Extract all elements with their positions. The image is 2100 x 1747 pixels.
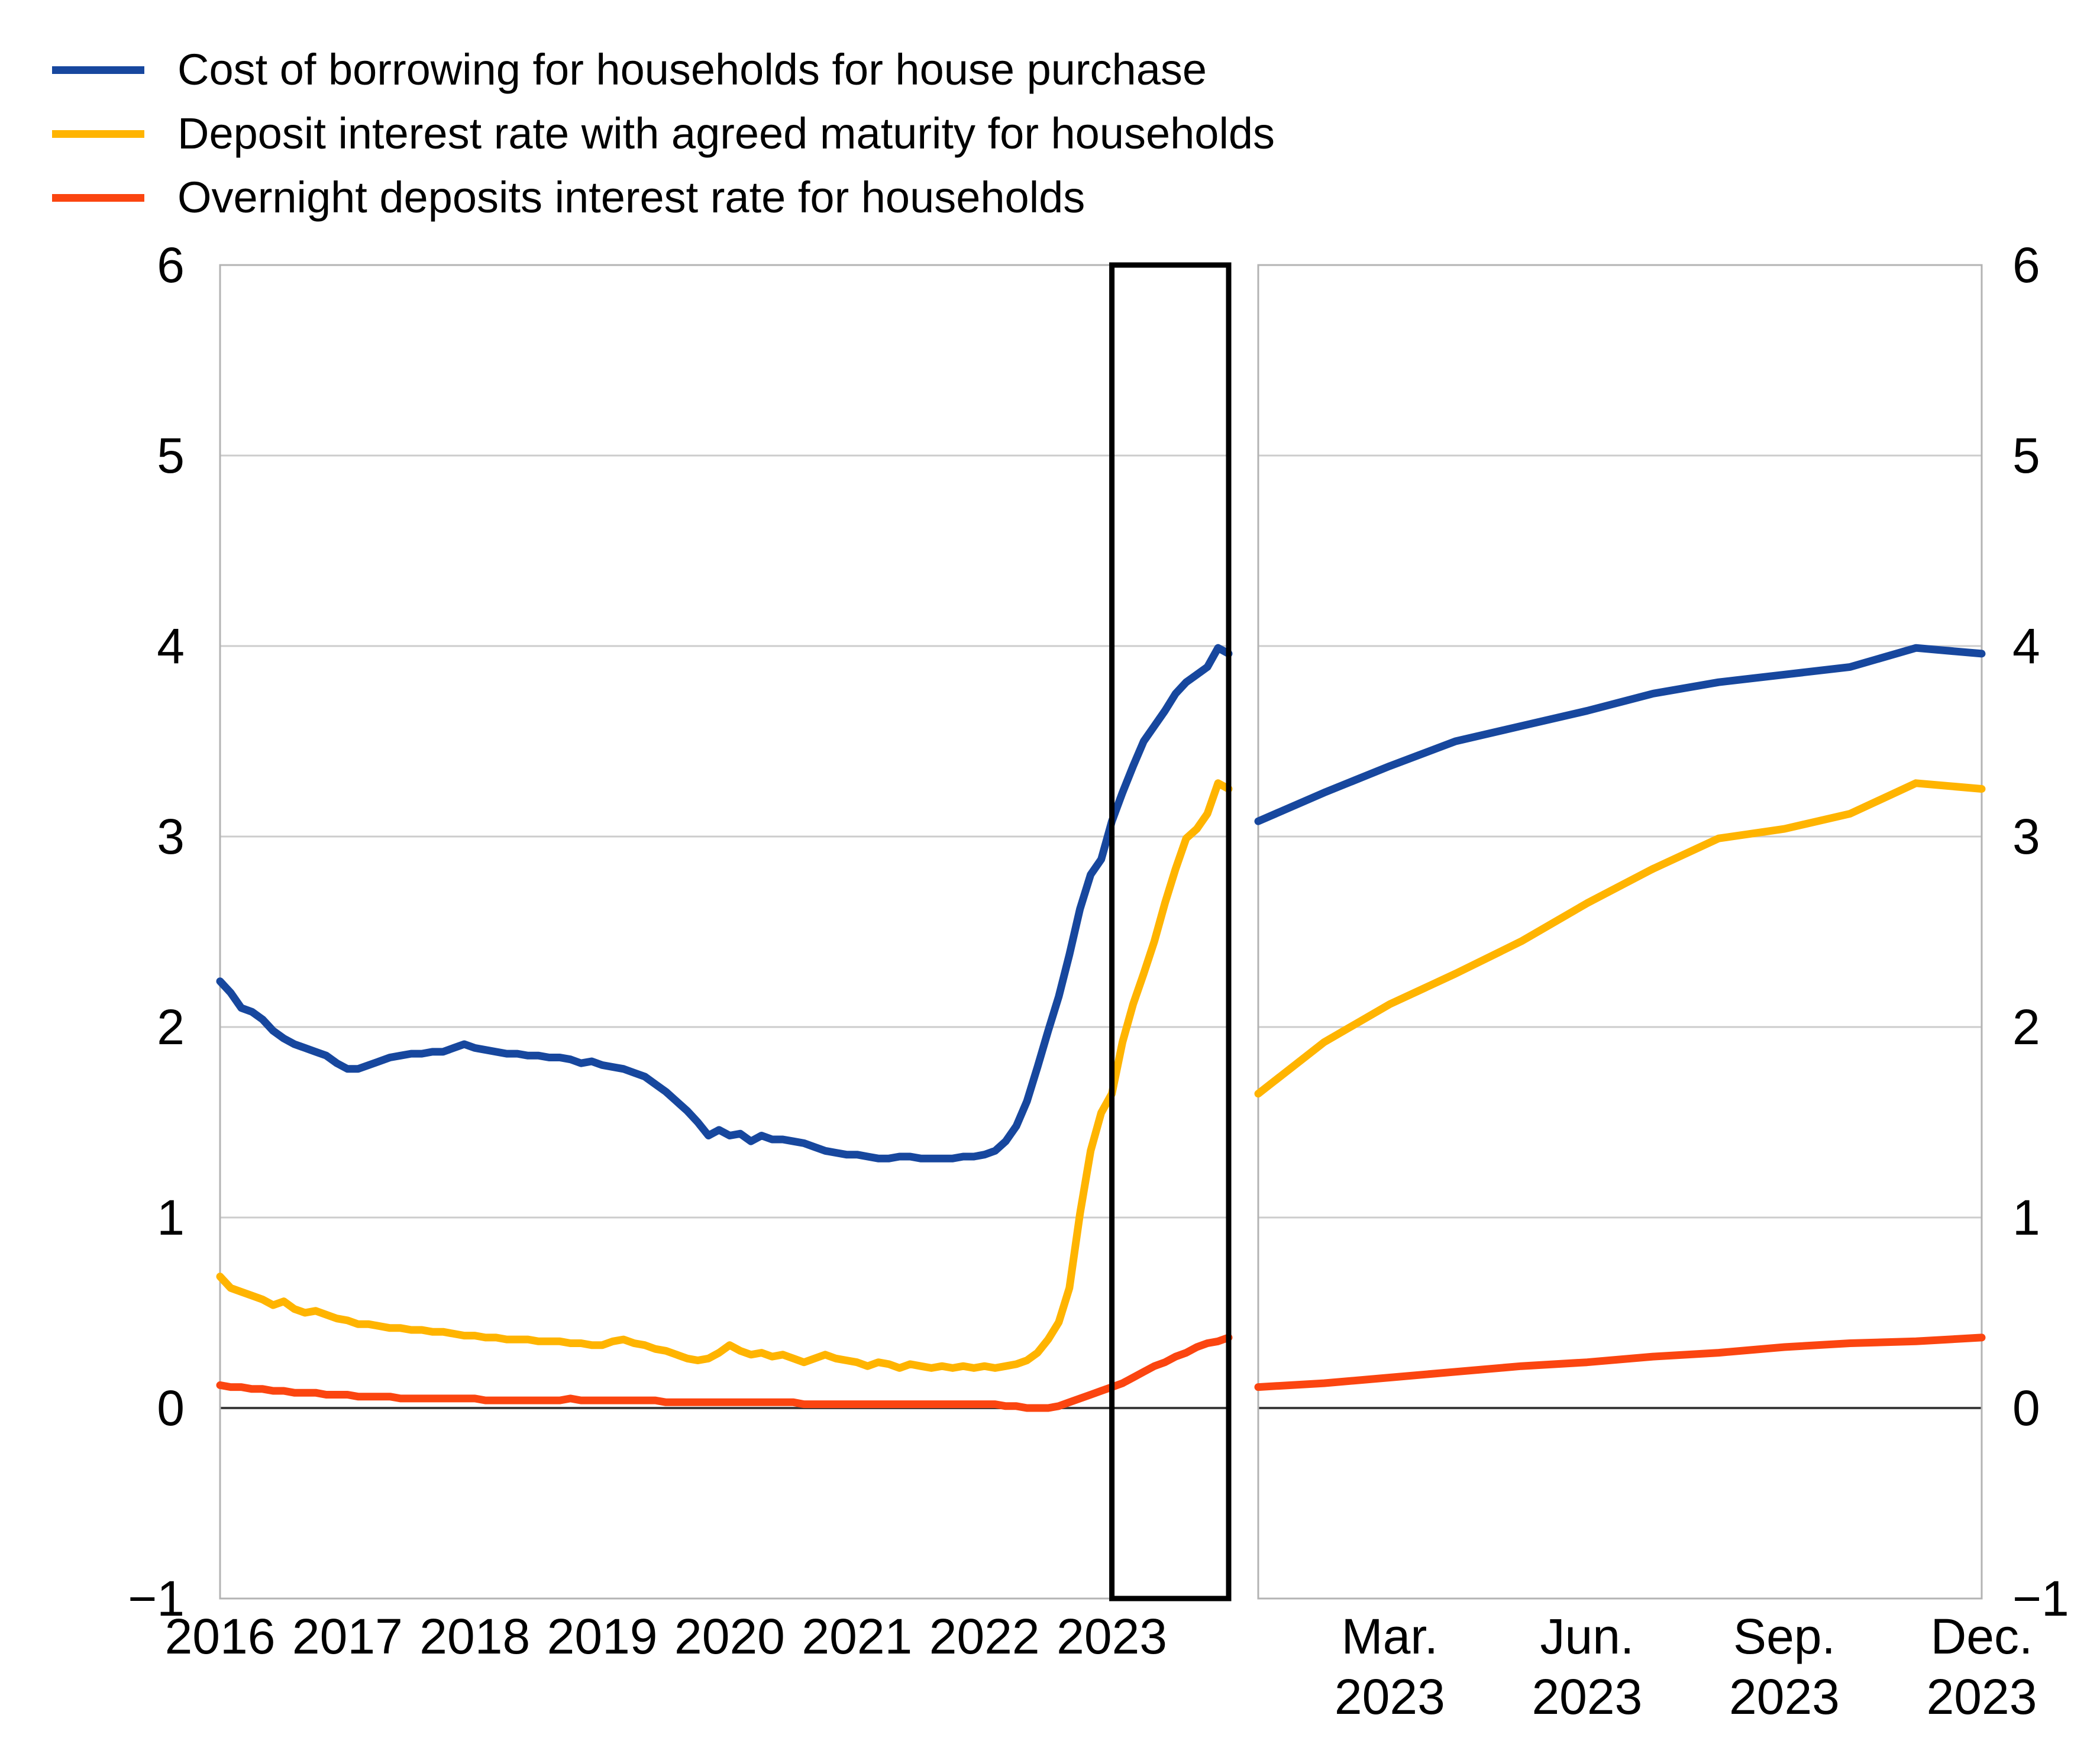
- x-axis-label-month: Dec.: [1931, 1609, 2033, 1664]
- legend-label: Overnight deposits interest rate for hou…: [177, 173, 1085, 222]
- legend-label: Deposit interest rate with agreed maturi…: [177, 109, 1275, 158]
- legend-label: Cost of borrowing for households for hou…: [177, 45, 1207, 94]
- legend: Cost of borrowing for households for hou…: [52, 38, 1275, 230]
- zoom-panel-border: [1257, 264, 1983, 1600]
- legend-item-cost-of-borrowing: Cost of borrowing for households for hou…: [52, 38, 1275, 102]
- legend-line-swatch-red: [52, 193, 144, 202]
- x-axis-label-month: Mar.: [1342, 1609, 1438, 1664]
- y-axis-label-left: 6: [157, 237, 185, 293]
- legend-item-overnight-deposits: Overnight deposits interest rate for hou…: [52, 166, 1275, 230]
- y-axis-label-right: 4: [2012, 618, 2040, 674]
- x-axis-label-year: 2016: [165, 1609, 276, 1664]
- series-line-2023-1: [1254, 779, 1986, 1098]
- y-axis-label-right: 5: [2012, 428, 2040, 483]
- x-axis-label-year: 2020: [674, 1609, 785, 1664]
- x-axis-label-month: Sep.: [1733, 1609, 1836, 1664]
- y-axis-label-left: 4: [157, 618, 185, 674]
- x-axis-label-month-year: 2023: [1532, 1669, 1642, 1725]
- x-axis-label-year: 2023: [1057, 1609, 1167, 1664]
- x-axis-label-month-year: 2023: [1927, 1669, 2037, 1725]
- y-axis-label-right: 2: [2012, 999, 2040, 1055]
- x-axis-label-month: Jun.: [1540, 1609, 1634, 1664]
- y-axis-label-left: 2: [157, 999, 185, 1055]
- y-axis-label-right: 6: [2012, 237, 2040, 293]
- y-axis-label-right: 3: [2012, 809, 2040, 864]
- y-axis-label-right: 0: [2012, 1380, 2040, 1436]
- x-axis-label-year: 2019: [547, 1609, 658, 1664]
- y-axis-label-left: 5: [157, 428, 185, 483]
- x-axis-label-month-year: 2023: [1335, 1669, 1445, 1725]
- series-line-2023-2: [1254, 1333, 1986, 1391]
- x-axis-label-year: 2017: [292, 1609, 403, 1664]
- y-axis-label-left: 3: [157, 809, 185, 864]
- legend-line-swatch-blue: [52, 66, 144, 74]
- series-line-2023-0: [1254, 644, 1986, 825]
- legend-item-deposit-agreed-maturity: Deposit interest rate with agreed maturi…: [52, 102, 1275, 166]
- x-axis-label-year: 2022: [929, 1609, 1040, 1664]
- y-axis-label-right: 1: [2012, 1190, 2040, 1245]
- legend-line-swatch-yellow: [52, 130, 144, 138]
- x-axis-label-month-year: 2023: [1729, 1669, 1840, 1725]
- y-axis-label-left: 1: [157, 1190, 185, 1245]
- highlight-box-2023: [1109, 262, 1232, 1601]
- y-axis-label-left: 0: [157, 1380, 185, 1436]
- x-axis-label-year: 2021: [802, 1609, 912, 1664]
- x-axis-label-year: 2018: [419, 1609, 530, 1664]
- series-line-history-2: [216, 1333, 1233, 1412]
- series-line-history-0: [216, 644, 1233, 1162]
- series-line-history-1: [216, 779, 1233, 1372]
- y-axis-label-left: −1: [128, 1571, 185, 1626]
- y-axis-label-right: −1: [2012, 1571, 2069, 1626]
